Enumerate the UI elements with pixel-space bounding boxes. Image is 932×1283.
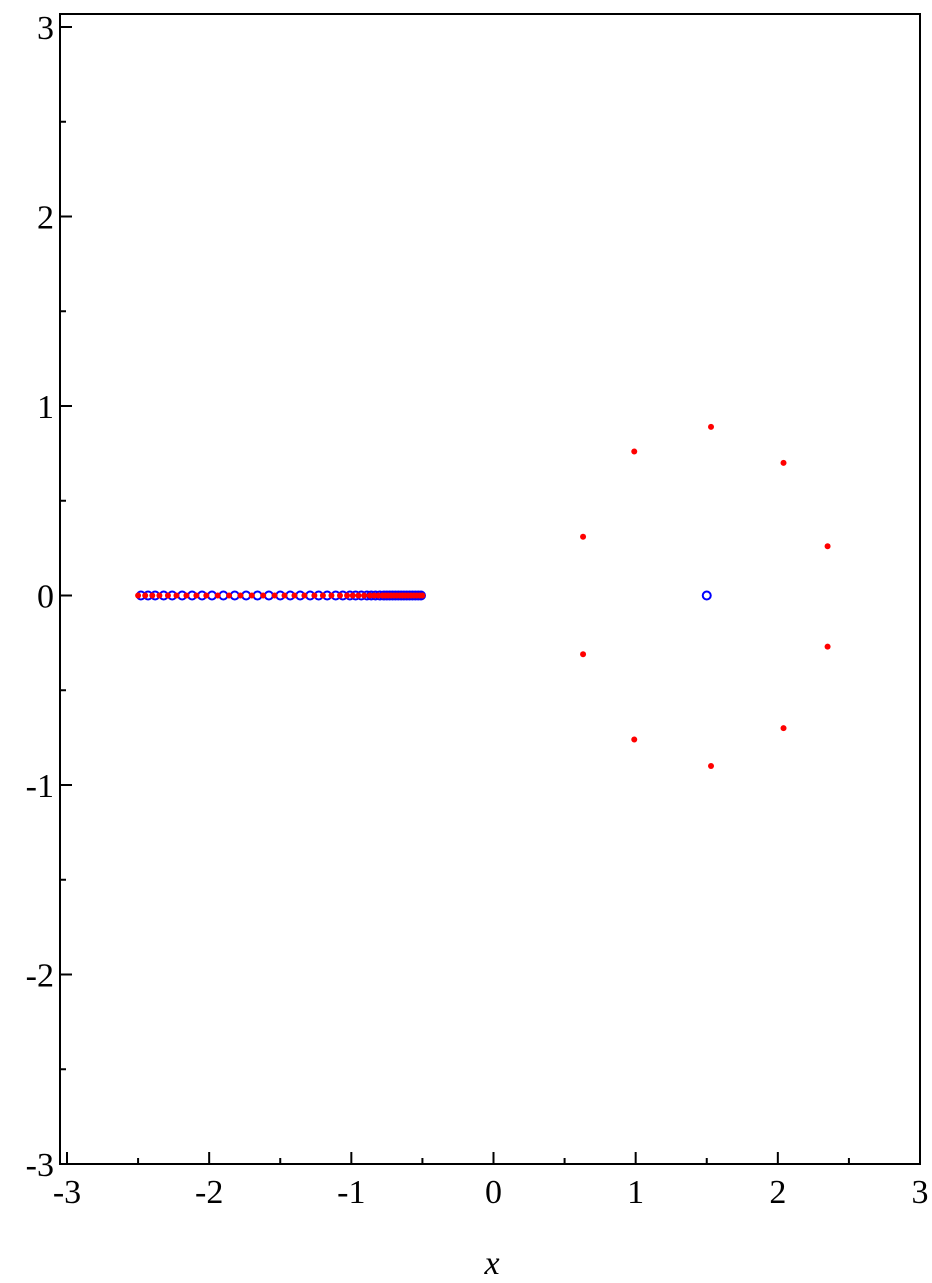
y-tick-label: 0 xyxy=(37,579,54,616)
data-point xyxy=(260,592,267,599)
data-point xyxy=(371,592,378,599)
x-tick-label: 1 xyxy=(627,1174,644,1211)
x-tick-label: -3 xyxy=(53,1174,81,1211)
data-point xyxy=(419,592,426,599)
x-tick-label: 2 xyxy=(769,1174,786,1211)
data-point xyxy=(580,533,587,540)
x-axis-title: x xyxy=(483,1245,499,1282)
data-point xyxy=(708,763,715,770)
data-point xyxy=(631,736,638,743)
data-point xyxy=(328,592,335,599)
y-tick-label: -1 xyxy=(26,768,54,805)
data-point xyxy=(156,592,163,599)
data-point xyxy=(142,592,149,599)
series-1 xyxy=(135,423,831,770)
data-point xyxy=(349,592,356,599)
data-point xyxy=(214,592,221,599)
data-point xyxy=(336,592,343,599)
x-tick-label: -2 xyxy=(195,1174,223,1211)
data-point xyxy=(203,592,210,599)
data-point xyxy=(237,592,244,599)
data-point xyxy=(164,592,171,599)
y-tick-label: -3 xyxy=(26,1147,54,1184)
data-point xyxy=(149,592,156,599)
x-axis: -3 -2 -1 0 1 2 3 xyxy=(53,1152,929,1211)
data-point xyxy=(291,592,298,599)
data-point xyxy=(183,592,190,599)
y-tick-label: -2 xyxy=(26,958,54,995)
data-point xyxy=(780,459,787,466)
data-point xyxy=(701,590,712,601)
data-point xyxy=(248,592,255,599)
y-tick-label: 2 xyxy=(37,200,54,237)
data-point xyxy=(226,592,233,599)
data-point xyxy=(271,592,278,599)
data-point xyxy=(281,592,288,599)
data-point xyxy=(375,592,382,599)
data-point xyxy=(319,592,326,599)
data-point xyxy=(631,448,638,455)
data-point xyxy=(193,592,200,599)
data-point xyxy=(311,592,318,599)
y-tick-label: 3 xyxy=(37,10,54,47)
data-point xyxy=(344,592,351,599)
y-axis: -3 -2 -1 0 1 2 3 xyxy=(26,10,72,1184)
plot-frame xyxy=(59,13,921,1165)
data-point xyxy=(708,423,715,430)
data-point xyxy=(361,592,368,599)
data-point xyxy=(824,643,831,650)
series-layer xyxy=(135,423,831,770)
data-point xyxy=(580,651,587,658)
x-tick-label: -1 xyxy=(337,1174,365,1211)
x-tick-label: 0 xyxy=(485,1174,502,1211)
data-point xyxy=(301,592,308,599)
data-point xyxy=(135,592,142,599)
data-point xyxy=(780,725,787,732)
data-point xyxy=(366,592,373,599)
y-tick-label: 1 xyxy=(37,389,54,426)
data-point xyxy=(824,543,831,550)
data-point xyxy=(173,592,180,599)
x-tick-label: 3 xyxy=(912,1174,929,1211)
data-point xyxy=(355,592,362,599)
